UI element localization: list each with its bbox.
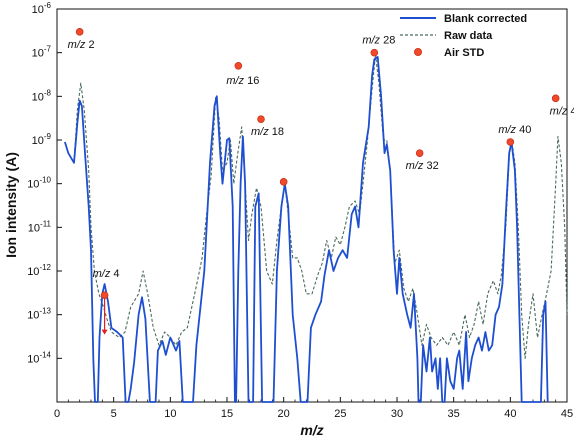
air-std-point — [234, 62, 243, 70]
air-std-label: m/z 16 — [226, 75, 259, 87]
air-std-point — [257, 115, 265, 123]
x-tick-label: 45 — [561, 408, 573, 420]
air-std-label: m/z 32 — [406, 160, 439, 172]
correction-arrow-head — [101, 329, 108, 335]
air-std-point — [506, 138, 515, 146]
air-std-point — [279, 178, 288, 186]
y-tick-label: 10-9 — [32, 132, 52, 147]
legend: Blank corrected Raw data Air STD — [400, 13, 527, 59]
x-tick-label: 35 — [448, 408, 460, 420]
x-tick-label: 20 — [278, 408, 290, 420]
air-std-label: m/z 4 — [93, 268, 120, 280]
air-std-point — [415, 149, 424, 157]
raw-data-series — [64, 54, 568, 359]
air-std-label: m/z 2 — [68, 39, 95, 51]
y-tick-label: 10-13 — [27, 307, 51, 322]
y-tick-label: 10-7 — [32, 45, 52, 60]
legend-blank-label: Blank corrected — [444, 13, 527, 25]
legend-std-label: Air STD — [444, 47, 484, 59]
y-tick-label: 10-12 — [27, 263, 51, 278]
air-std-point — [100, 291, 109, 299]
x-tick-label: 30 — [391, 408, 403, 420]
y-tick-label: 10-14 — [27, 350, 51, 365]
blank-corrected-series — [64, 56, 549, 403]
y-tick-label: 10-6 — [32, 1, 52, 16]
air-std-label: m/z 18 — [251, 126, 284, 138]
x-tick-label: 40 — [504, 408, 516, 420]
x-axis-ticks: 0 5 10 15 20 25 30 35 40 45 — [54, 397, 573, 420]
x-tick-label: 10 — [164, 408, 176, 420]
air-std-point — [75, 28, 84, 36]
air-std-point — [551, 94, 560, 103]
legend-raw-label: Raw data — [444, 30, 493, 42]
x-tick-label: 25 — [334, 408, 346, 420]
series-layer — [64, 54, 568, 403]
plot-frame — [56, 8, 568, 403]
air-std-label: m/z 40 — [498, 124, 531, 136]
y-axis-title: Ion intensity (A) — [3, 152, 19, 258]
air-std-point — [370, 48, 379, 57]
y-tick-label: 10-8 — [32, 88, 52, 103]
air-std-layer: m/z 2 m/z 4 m/z 16 m/z 18 m/z 28 m/z 32 m/z 40… — [68, 28, 574, 299]
x-axis-title: m/z — [300, 422, 323, 438]
x-tick-label: 15 — [221, 408, 233, 420]
y-tick-label: 10-11 — [28, 219, 52, 234]
x-tick-label: 5 — [111, 408, 117, 420]
y-tick-label: 10-10 — [27, 176, 51, 191]
air-std-label: m/z 44 — [550, 105, 574, 117]
x-tick-label: 0 — [54, 408, 60, 420]
air-std-label: m/z 28 — [362, 35, 395, 47]
legend-std-swatch — [413, 48, 422, 57]
y-axis-ticks: 10-14 10-13 10-12 10-11 10-10 10-9 10-8 10-7 10-… — [27, 1, 62, 365]
